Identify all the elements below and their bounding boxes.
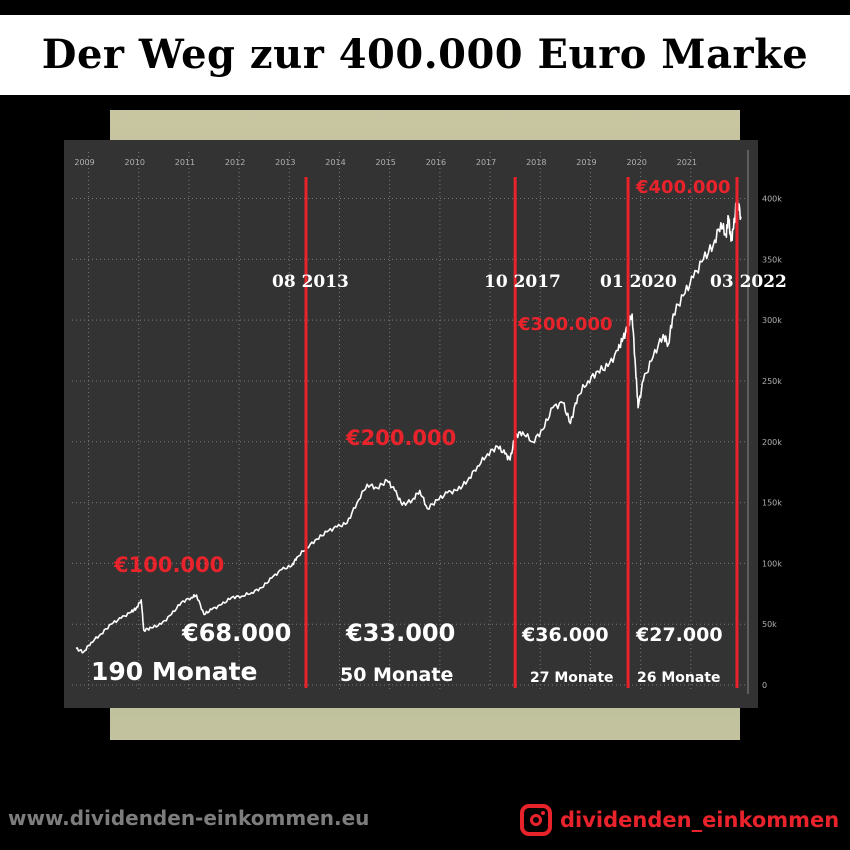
months-label-50: 50 Monate	[340, 664, 453, 686]
level-label-100k: €100.000	[113, 553, 224, 577]
date-label-08-2013: 08 2013	[272, 272, 349, 292]
y-tick-label: 300k	[762, 316, 782, 325]
x-tick-label: 2021	[677, 158, 697, 167]
x-tick-label: 2015	[375, 158, 395, 167]
level-label-300k: €300.000	[517, 314, 613, 335]
gain-label-36000: €36.000	[521, 624, 609, 646]
instagram-icon	[520, 804, 552, 836]
x-tick-label: 2012	[225, 158, 245, 167]
y-tick-label: 100k	[762, 559, 782, 568]
x-tick-label: 2019	[576, 158, 596, 167]
x-tick-label: 2018	[526, 158, 546, 167]
x-tick-label: 2010	[125, 158, 145, 167]
x-tick-label: 2009	[74, 158, 94, 167]
instagram-handle: dividenden_einkommen	[560, 808, 840, 832]
chart-panel	[64, 140, 758, 708]
y-tick-label: 350k	[762, 255, 782, 264]
x-tick-label: 2013	[275, 158, 295, 167]
date-label-03-2022: 03 2022	[710, 272, 787, 292]
series-line	[75, 197, 742, 654]
y-tick-label: 150k	[762, 499, 782, 508]
x-tick-label: 2016	[426, 158, 446, 167]
x-tick-label: 2011	[175, 158, 195, 167]
y-tick-label: 200k	[762, 438, 782, 447]
x-tick-label: 2014	[325, 158, 345, 167]
y-tick-label: 0	[762, 681, 767, 690]
level-label-200k: €200.000	[345, 426, 456, 450]
gain-label-27000: €27.000	[635, 624, 723, 646]
x-tick-label: 2017	[476, 158, 496, 167]
y-tick-label: 400k	[762, 195, 782, 204]
x-tick-label: 2020	[626, 158, 646, 167]
date-label-01-2020: 01 2020	[600, 272, 677, 292]
months-label-26: 26 Monate	[637, 670, 721, 686]
months-label-190: 190 Monate	[91, 657, 258, 686]
gain-label-33000: €33.000	[345, 619, 455, 647]
level-label-400k: €400.000	[635, 177, 731, 198]
y-tick-label: 50k	[762, 620, 777, 629]
page-title: Der Weg zur 400.000 Euro Marke	[41, 31, 809, 78]
instagram-link[interactable]: dividenden_einkommen	[520, 800, 839, 840]
date-label-10-2017: 10 2017	[484, 272, 561, 292]
gain-label-68000: €68.000	[181, 619, 291, 647]
title-bar: Der Weg zur 400.000 Euro Marke	[0, 15, 850, 95]
months-label-27: 27 Monate	[530, 670, 614, 686]
y-tick-label: 250k	[762, 377, 782, 386]
website-url[interactable]: www.dividenden-einkommen.eu	[8, 806, 370, 830]
